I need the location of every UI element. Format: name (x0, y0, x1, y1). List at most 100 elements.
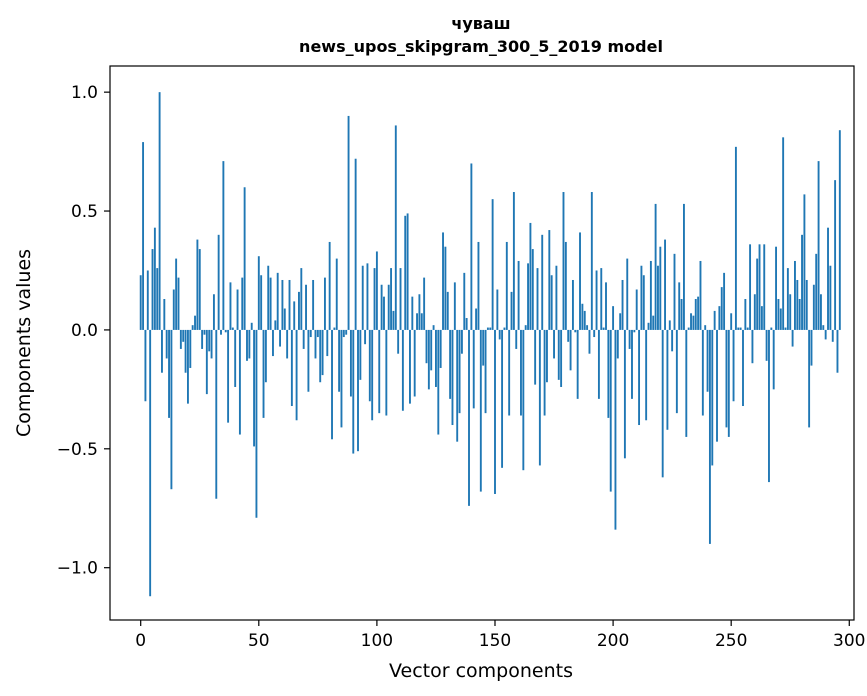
bar (201, 329, 204, 349)
bar (182, 329, 185, 342)
bar (357, 329, 359, 452)
bar (756, 258, 759, 330)
bar (486, 327, 489, 330)
bar (628, 329, 631, 349)
bar (827, 227, 829, 330)
bar (623, 329, 626, 459)
bar (345, 329, 348, 335)
bar (550, 275, 553, 330)
bar (309, 329, 312, 338)
bar (616, 329, 619, 359)
bar (763, 244, 766, 330)
bar (730, 313, 733, 330)
y-tick-label: 0.5 (71, 202, 98, 222)
bar (227, 329, 230, 423)
bar (198, 249, 201, 330)
bar (463, 272, 466, 330)
bar (203, 329, 206, 335)
bar (444, 246, 447, 330)
bar (274, 320, 277, 330)
bar (801, 234, 803, 330)
bar (817, 161, 820, 330)
y-tick-label: 1.0 (71, 83, 98, 103)
bar (366, 263, 369, 330)
bar (175, 258, 178, 330)
bar (612, 306, 615, 330)
bar (248, 329, 251, 359)
bar (439, 329, 442, 368)
bar (184, 329, 187, 373)
bar (312, 279, 315, 330)
bar (272, 329, 274, 357)
bar (468, 329, 470, 506)
bar (593, 329, 596, 338)
bar (508, 329, 511, 416)
bar (238, 329, 241, 435)
bar (288, 279, 291, 330)
bar (300, 268, 303, 330)
bar (720, 287, 723, 330)
bar (406, 213, 409, 330)
x-tick-label: 300 (833, 631, 865, 651)
bar (673, 253, 676, 330)
bar (401, 329, 404, 411)
bar (619, 313, 622, 330)
bar (290, 329, 293, 407)
bar (579, 232, 581, 330)
bar (768, 329, 770, 483)
bar (139, 275, 142, 330)
bar (153, 227, 156, 330)
bar (397, 329, 400, 354)
bar (354, 158, 357, 330)
bar (531, 249, 534, 330)
bar (753, 294, 756, 330)
bar (172, 289, 175, 330)
chart-subtitle: news_upos_skipgram_300_5_2019 model (299, 37, 663, 56)
bar (517, 260, 520, 330)
bar (361, 265, 364, 330)
bar (465, 318, 468, 330)
bar (560, 329, 563, 387)
bar (191, 325, 194, 330)
bar (562, 192, 565, 330)
bar (831, 329, 834, 342)
bar (649, 260, 652, 330)
bar (829, 265, 832, 330)
bar (626, 258, 629, 330)
bar (635, 289, 638, 330)
bar (342, 329, 345, 338)
bar (522, 329, 525, 471)
bar (571, 279, 574, 330)
x-tick-label: 50 (248, 631, 270, 651)
y-tick-label: −0.5 (57, 440, 98, 460)
bar (208, 329, 211, 352)
bar (543, 329, 546, 416)
bar (595, 270, 598, 330)
bar (394, 125, 397, 330)
bar (638, 329, 641, 426)
bar (146, 270, 149, 330)
bar (411, 296, 414, 330)
bar (529, 222, 532, 330)
bar (307, 329, 310, 392)
bar (326, 329, 329, 357)
bar (503, 327, 506, 330)
bar (520, 329, 522, 416)
bar (418, 294, 421, 330)
bar (690, 313, 692, 330)
bar (723, 272, 726, 330)
bar (607, 329, 610, 418)
bar (668, 320, 671, 330)
bars-group (139, 92, 841, 597)
bar (746, 327, 749, 330)
bar (234, 329, 237, 387)
bar (546, 329, 548, 383)
bar (435, 329, 437, 387)
bar (314, 329, 317, 359)
bar (189, 329, 192, 368)
bar (541, 234, 544, 330)
bar (302, 329, 305, 349)
bar (567, 329, 570, 342)
bar (255, 329, 258, 518)
bar (808, 329, 811, 428)
